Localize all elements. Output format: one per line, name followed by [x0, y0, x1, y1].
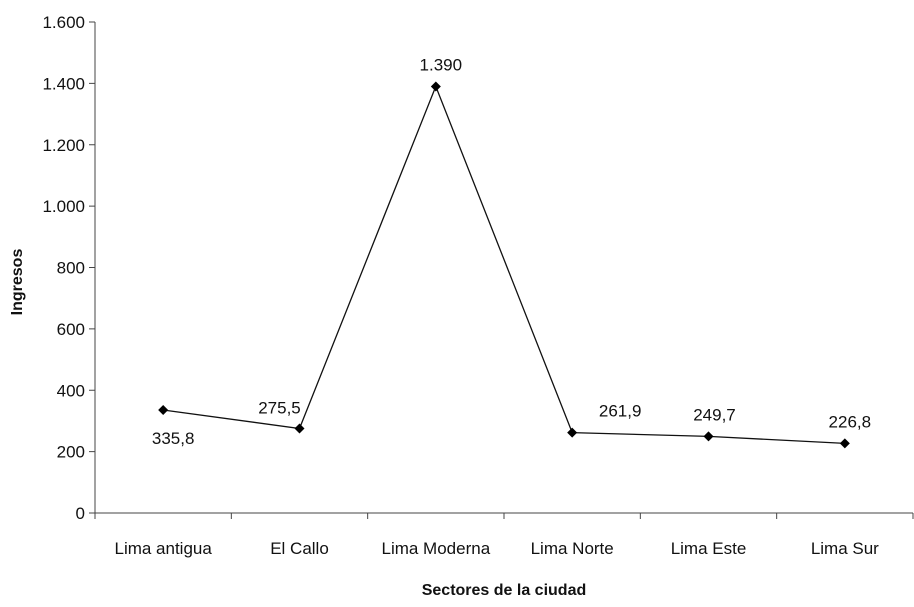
x-tick-label: Lima Este: [671, 539, 747, 558]
y-tick-label: 1.400: [42, 74, 85, 93]
x-axis-title: Sectores de la ciudad: [422, 582, 587, 599]
y-tick-label: 400: [57, 381, 85, 400]
y-tick-label: 0: [76, 504, 85, 523]
data-point: [839, 438, 850, 449]
x-tick-label: Lima Moderna: [381, 539, 490, 558]
y-tick-label: 1.200: [42, 136, 85, 155]
data-label: 335,8: [152, 429, 195, 448]
y-tick-label: 600: [57, 320, 85, 339]
y-tick-label: 1.600: [42, 13, 85, 32]
x-tick-label: Lima antigua: [114, 539, 212, 558]
data-labels: 335,8 275,5 1.390 261,9 249,7 226,8: [152, 55, 871, 448]
data-point: [703, 431, 714, 442]
data-label: 249,7: [693, 405, 736, 424]
data-point: [567, 427, 578, 438]
data-label: 261,9: [599, 402, 642, 421]
x-axis: Lima antigua El Callo Lima Moderna Lima Nor…: [94, 512, 914, 558]
y-tick-label: 1.000: [42, 197, 85, 216]
y-axis-title: Ingresos: [9, 249, 26, 316]
series-line: [163, 84, 845, 445]
x-tick-label: El Callo: [270, 539, 329, 558]
x-tick-label: Lima Norte: [531, 539, 614, 558]
series-ingresos: [158, 81, 850, 449]
data-label: 1.390: [420, 55, 463, 74]
data-point: [294, 423, 305, 434]
y-tick-label: 800: [57, 259, 85, 278]
data-point: [158, 404, 169, 415]
data-label: 226,8: [829, 412, 872, 431]
data-label: 275,5: [258, 398, 301, 417]
y-axis: 0 200 400 600 800 1.000 1.200 1.400 1.600: [42, 13, 96, 523]
data-point: [430, 81, 441, 92]
x-tick-label: Lima Sur: [811, 539, 879, 558]
y-tick-label: 200: [57, 443, 85, 462]
